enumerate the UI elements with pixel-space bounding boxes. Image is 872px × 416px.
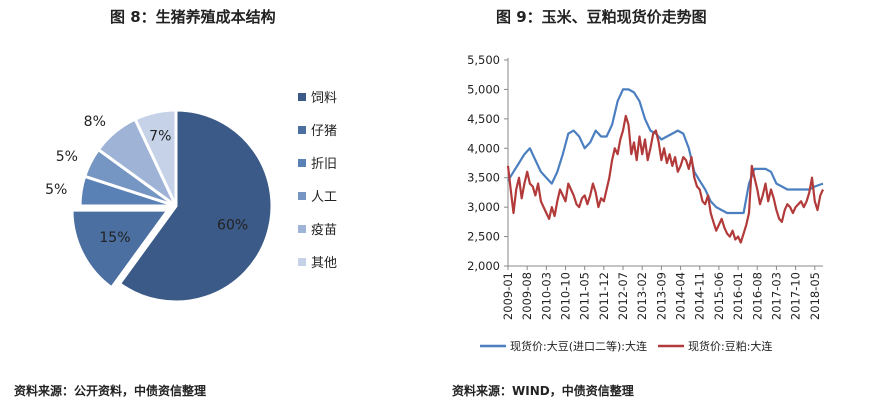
legend-label: 其他 <box>311 256 337 271</box>
right-figure: 图 9：玉米、豆粕现货价走势图 2,000 2,500 3,000 3,500 4,00… <box>440 0 872 416</box>
legend-swatch <box>298 258 306 266</box>
pie-slice <box>117 108 274 304</box>
legend-swatch <box>298 159 306 167</box>
y-tick-label: 2,500 <box>467 230 500 244</box>
x-tick-label: 2012-07 <box>616 272 630 320</box>
left-source-note: 资料来源：公开资料，中债资信整理 <box>14 384 207 398</box>
x-tick-label: 2016-01 <box>731 272 745 320</box>
x-tick-label: 2013-09 <box>654 272 668 320</box>
legend-label: 折旧 <box>311 157 337 172</box>
legend-swatch <box>298 192 306 200</box>
legend-label: 现货价:豆粕:大连 <box>688 339 772 353</box>
pie-data-label: 7% <box>149 129 171 145</box>
legend-swatch <box>298 93 306 101</box>
x-tick-label: 2018-05 <box>808 272 822 320</box>
x-tick-label: 2010-10 <box>559 272 573 320</box>
x-tick-label: 2009-01 <box>501 272 515 320</box>
legend-label: 饲料 <box>311 91 337 106</box>
x-tick-label: 2014-11 <box>693 272 707 320</box>
pie-slice <box>133 108 178 207</box>
y-tick-label: 3,000 <box>467 200 500 214</box>
legend-label: 仔猪 <box>311 124 337 139</box>
left-figure-title: 图 8：生猪养殖成本结构 <box>110 8 276 26</box>
legend-swatch <box>298 126 306 134</box>
pie-slice <box>70 208 171 290</box>
x-tick-label: 2010-03 <box>539 272 553 320</box>
series-line <box>507 88 824 215</box>
left-figure: 图 8：生猪养殖成本结构 60% 15% 5% 5% 8% 7% 饲料 仔猪 折旧 人工 疫苗 其他 … <box>14 8 337 398</box>
pie-data-label: 60% <box>217 217 248 233</box>
legend-label: 现货价:大豆(进口二等):大连 <box>510 339 647 353</box>
pie-data-label: 5% <box>45 182 67 198</box>
x-tick-label: 2011-12 <box>597 272 611 320</box>
y-tick-label: 5,000 <box>467 82 500 96</box>
right-source-note: 资料来源：WIND，中债资信整理 <box>452 384 634 398</box>
pie-data-label: 5% <box>56 149 78 165</box>
y-tick-label: 3,500 <box>467 171 500 185</box>
x-tick-label: 2017-10 <box>789 272 803 320</box>
line-chart: 2,000 2,500 3,000 3,500 4,000 4,500 5,000 5,500… <box>467 53 825 353</box>
y-tick-label: 5,500 <box>467 53 500 67</box>
y-tick-label: 4,000 <box>467 141 500 155</box>
series-line <box>506 114 825 244</box>
legend-swatch <box>298 225 306 233</box>
x-tick-label: 2014-04 <box>674 272 688 320</box>
x-tick-label: 2011-05 <box>578 272 592 320</box>
y-tick-label: 2,000 <box>467 259 500 273</box>
x-tick-label: 2015-06 <box>712 272 726 320</box>
legend-label: 人工 <box>311 190 337 205</box>
y-tick-label: 4,500 <box>467 112 500 126</box>
x-tick-label: 2016-08 <box>750 272 764 320</box>
x-tick-label: 2009-08 <box>520 272 534 320</box>
pie-data-label: 8% <box>84 114 106 130</box>
x-tick-label: 2017-03 <box>769 272 783 320</box>
x-tick-label: 2013-02 <box>635 272 649 320</box>
pie-data-label: 15% <box>99 230 130 246</box>
legend-label: 疫苗 <box>311 222 337 238</box>
right-figure-title: 图 9：玉米、豆粕现货价走势图 <box>496 8 707 26</box>
